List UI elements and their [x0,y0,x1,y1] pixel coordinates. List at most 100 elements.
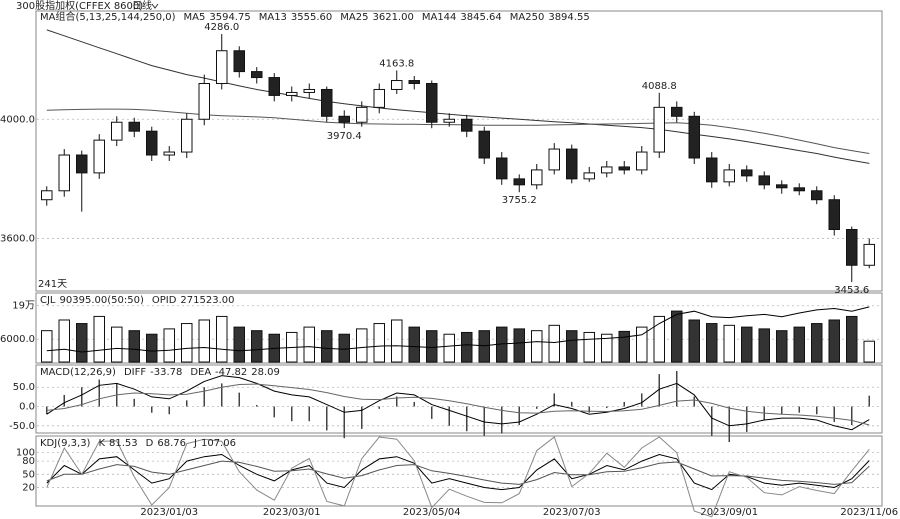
legend-value: 271523.00 [180,295,234,306]
candle-body [76,154,88,174]
x-tick-label: 2023/03/01 [263,507,321,518]
candle-body [391,80,403,90]
volume-bar [198,319,210,363]
y-tick-label: 0.0 [19,402,35,413]
volume-bar [566,330,578,363]
diff-line [46,375,870,431]
legend-title: KDJ(9,3,3) [40,438,91,449]
legend: MACD(12,26,9) DIFF -33.78 DEA -47.82 28.09 [40,367,280,378]
candle-body [566,148,578,180]
x-tick-label: 2023/11/06 [840,507,898,518]
volume-bar [846,315,858,363]
volume-bar [531,330,543,363]
candle-body [146,130,158,156]
price-panel [35,10,883,292]
open-interest-line [46,306,870,353]
candle-body [688,115,700,159]
candle-body [373,88,385,108]
annotation: 4163.8 [379,58,414,69]
d-line [46,460,870,485]
ma-line [46,108,870,154]
volume-bar [636,326,648,363]
candle-body [111,121,123,141]
candle-body [303,88,315,93]
candle-body [233,50,245,73]
volume-bar [583,331,595,363]
y-tick-label: 96000.0 [0,334,35,345]
candle-body [321,88,333,117]
y-tick-label: 20 [22,482,35,493]
candle-body [653,106,665,153]
volume-bar [216,315,228,363]
candle-body [776,184,788,189]
legend-name: DIFF [124,367,146,378]
candle-body [268,77,280,96]
annotation: 3970.4 [327,131,362,142]
volume-bar [618,330,630,363]
volume-bar [321,330,333,363]
volume-bar [233,326,245,363]
x-tick-label: 2023/01/03 [140,507,198,518]
legend-name: DEA [190,367,211,378]
volume-bar [653,315,665,363]
volume-bar [548,324,560,363]
volume-bar [461,331,473,363]
symbol-title[interactable]: 300股指加权(CFFEX 8600) [16,0,143,12]
candle-body [216,50,228,85]
volume-bar [513,328,525,363]
candle-body [181,118,193,153]
legend-title: MA组合(5,13,25,144,250,0) [40,10,176,23]
volume-bar [793,326,805,363]
legend-value: 107.06 [201,438,236,449]
candle-body [671,106,683,117]
volume-bar [146,333,158,363]
legend-name: OPID [152,295,177,306]
footnote: 241天 [38,279,67,290]
candle-body [601,166,613,174]
y-tick-label: 4000.0 [0,114,35,125]
volume-bar [706,323,718,363]
volume-bar [443,333,455,363]
candle-body [443,118,455,123]
legend-name: MA144 [422,12,457,23]
legend-value: 81.53 [109,438,138,449]
j-line [46,436,870,518]
volume-panel [35,292,883,364]
legend: CJL 90395.00(50:50) OPID 271523.00 [40,295,235,306]
volume-bar [776,330,788,363]
volume-bar [741,326,753,363]
x-tick-label: 2023/09/01 [700,507,758,518]
candle-body [846,229,858,266]
legend: MA组合(5,13,25,144,250,0) MA5 3594.75 MA13 355… [40,10,590,23]
candle-body [286,91,298,96]
candle-body [426,83,438,123]
y-tick-label: 19万 [12,301,35,312]
y-tick-label: 80 [22,456,35,467]
legend-value: -33.78 [150,367,182,378]
period-selector[interactable]: 日线 [132,0,152,12]
candle-body [41,190,53,201]
volume-bar [426,330,438,363]
candle-body [58,154,70,192]
candle-body [338,115,350,123]
candle-body [408,80,420,85]
volume-bar [688,319,700,363]
legend-name: MA13 [259,12,287,23]
legend-value: 3594.75 [209,12,250,23]
legend-name: MA5 [184,12,206,23]
dropdown-icon[interactable] [151,3,159,9]
volume-bar [303,326,315,363]
annotation: 4286.0 [204,22,239,33]
y-tick-label: 100 [16,447,35,458]
volume-bar [828,319,840,363]
volume-bar [408,326,420,363]
candle-body [531,169,543,186]
volume-bar [251,330,263,363]
volume-bar [811,323,823,363]
y-tick-label: 50.0 [13,382,35,393]
candle-body [548,148,560,171]
x-tick-label: 2023/07/03 [543,507,601,518]
x-tick-label: 2023/05/04 [403,507,461,518]
annotation: 4088.8 [642,81,677,92]
